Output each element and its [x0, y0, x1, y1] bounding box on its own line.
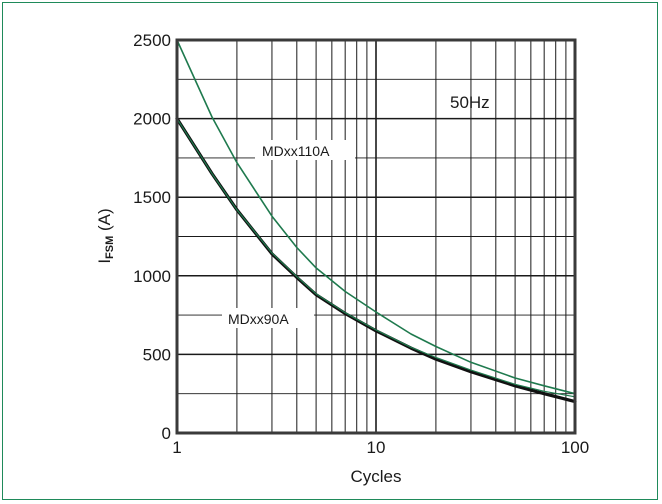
y-tick-label: 1000	[133, 267, 171, 286]
series-label-mdxx90a: MDxx90A	[228, 311, 289, 327]
label-bg-mdxx110a	[255, 140, 355, 160]
y-tick-label: 1500	[133, 188, 171, 207]
label-bg-mdxx90a	[222, 308, 314, 328]
series-label-mdxx110a: MDxx110A	[262, 143, 330, 159]
y-tick-label: 2500	[133, 31, 171, 50]
y-axis-label-subscript: FSM	[104, 236, 116, 259]
series-line-mdxx110a	[176, 39, 576, 395]
x-tick-label: 100	[561, 438, 589, 457]
y-tick-label: 2000	[133, 110, 171, 129]
x-tick-label: 10	[367, 438, 386, 457]
y-axis-label-unit: (A)	[95, 208, 114, 235]
y-tick-label: 500	[143, 345, 171, 364]
x-axis-label: Cycles	[350, 467, 401, 486]
plot-area-border	[175, 38, 577, 435]
x-tick-label: 1	[172, 438, 181, 457]
y-axis-label: IFSM (A)	[95, 208, 116, 263]
chart-frame	[2, 2, 658, 500]
y-tick-label: 0	[162, 424, 171, 443]
frequency-annotation: 50Hz	[450, 93, 490, 112]
series-line-secondary-2	[176, 118, 576, 398]
y-axis-label-main: I	[95, 259, 114, 264]
